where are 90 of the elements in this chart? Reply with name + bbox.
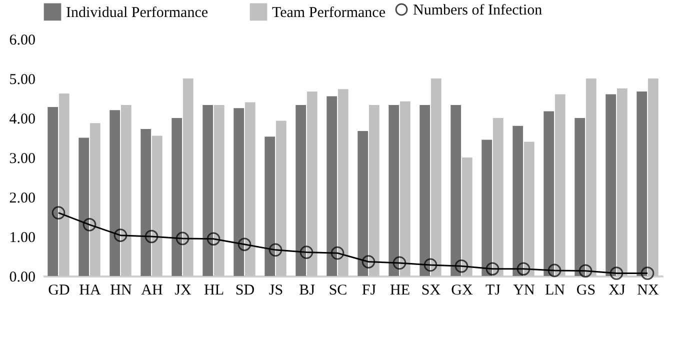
bar xyxy=(244,102,256,276)
point xyxy=(392,256,406,270)
x-tick-label: FJ xyxy=(362,282,376,298)
point xyxy=(362,255,376,268)
bar xyxy=(400,101,410,276)
point xyxy=(454,259,468,273)
legend-label: Individual Performance xyxy=(66,4,208,21)
y-tick-label: 2.00 xyxy=(9,190,36,206)
x-tick-label: GX xyxy=(451,282,473,298)
x-tick-label: NX xyxy=(637,282,659,298)
bar xyxy=(48,106,58,276)
legend-label: Numbers of Infection xyxy=(413,2,543,18)
bar xyxy=(78,138,90,276)
y-tick-label: 5.00 xyxy=(9,72,36,88)
point xyxy=(330,246,344,260)
bar xyxy=(616,88,628,276)
bar xyxy=(574,118,586,276)
point xyxy=(610,266,624,280)
x-tick-label: SC xyxy=(328,282,348,298)
x-tick-label: JX xyxy=(174,282,192,298)
y-tick-label: 6.00 xyxy=(9,32,36,48)
bar xyxy=(306,92,318,276)
bar xyxy=(172,118,182,276)
bar xyxy=(58,94,70,276)
bar xyxy=(512,126,524,276)
bar xyxy=(420,104,430,276)
point xyxy=(82,218,96,232)
point xyxy=(268,243,282,257)
bar xyxy=(544,111,554,276)
x-tick-label: LN xyxy=(545,282,566,298)
bar xyxy=(648,78,658,276)
bar xyxy=(296,104,306,276)
x-tick-label: HE xyxy=(390,282,410,298)
bar xyxy=(388,104,400,276)
point xyxy=(52,206,66,220)
bar xyxy=(554,94,566,276)
bar xyxy=(234,108,244,276)
bar xyxy=(120,104,132,276)
bar xyxy=(462,158,472,276)
x-tick-label: JS xyxy=(268,282,284,298)
bar xyxy=(450,104,462,276)
point xyxy=(486,262,500,276)
point xyxy=(516,262,530,276)
bar xyxy=(202,104,214,276)
point xyxy=(640,266,654,280)
x-tick-label: HN xyxy=(110,282,132,298)
bar xyxy=(368,104,380,276)
x-tick-label: SD xyxy=(235,282,255,298)
point xyxy=(238,238,252,252)
y-tick-label: 0.00 xyxy=(9,270,36,286)
bar xyxy=(586,78,596,276)
point xyxy=(114,228,128,242)
point xyxy=(206,232,220,246)
x-tick-label: HA xyxy=(79,282,101,298)
bar xyxy=(430,78,442,276)
bar xyxy=(482,140,492,276)
bar xyxy=(152,136,162,276)
x-tick-label: YN xyxy=(513,282,535,298)
point xyxy=(300,246,314,259)
x-tick-label: XJ xyxy=(608,282,626,298)
point xyxy=(176,232,190,246)
bar xyxy=(358,131,368,276)
y-tick-label: 1.00 xyxy=(9,230,36,246)
x-tick-label: SX xyxy=(421,282,441,298)
x-tick-label: GS xyxy=(576,282,596,298)
bar xyxy=(276,120,286,276)
point xyxy=(424,258,438,272)
bar xyxy=(90,123,100,276)
bar xyxy=(264,136,276,276)
x-tick-label: AH xyxy=(141,282,163,298)
bar xyxy=(110,110,120,276)
bar xyxy=(140,129,152,276)
x-tick-label: BJ xyxy=(299,282,316,298)
y-tick-label: 4.00 xyxy=(9,112,36,128)
bar xyxy=(524,142,534,276)
bar xyxy=(326,96,338,276)
bar xyxy=(636,92,648,276)
point xyxy=(578,264,592,278)
point xyxy=(144,230,158,244)
bar xyxy=(338,89,348,276)
bar xyxy=(492,118,504,276)
bar xyxy=(606,94,616,276)
y-tick-label: 3.00 xyxy=(9,151,36,167)
legend-label: Team Performance xyxy=(272,4,386,21)
x-tick-label: HL xyxy=(204,282,224,298)
x-tick-label: GD xyxy=(48,282,70,298)
x-tick-label: TJ xyxy=(486,282,501,298)
bar xyxy=(182,78,194,276)
point xyxy=(548,264,562,278)
bar xyxy=(214,104,224,276)
